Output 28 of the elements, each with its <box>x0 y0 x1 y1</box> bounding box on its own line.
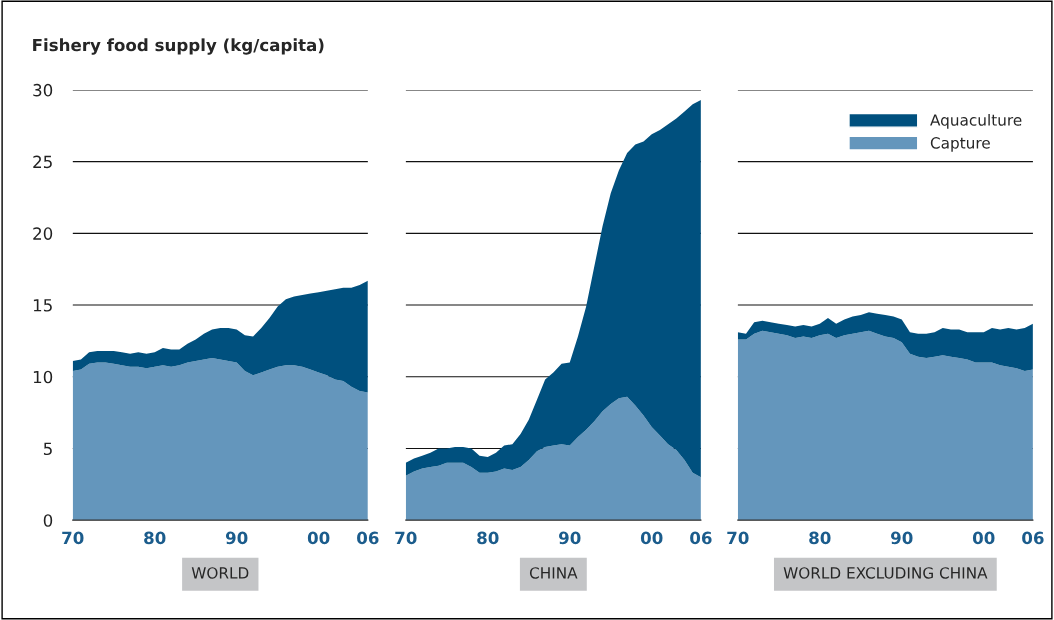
x-tick-label: 00 <box>307 531 330 545</box>
x-tick-label: 00 <box>640 531 663 545</box>
y-tick-label: 0 <box>43 514 53 527</box>
x-tick-label: 00 <box>972 531 995 545</box>
x-tick-label: 80 <box>477 531 499 545</box>
y-tick-label: 30 <box>33 83 53 97</box>
x-tick-label: 06 <box>1022 531 1044 545</box>
x-tick-label: 80 <box>144 531 166 545</box>
y-tick-label: 5 <box>43 442 52 456</box>
x-axis-title: WORLD EXCLUDING CHINA <box>783 567 988 579</box>
x-tick-label: 90 <box>559 531 581 545</box>
x-tick-label: 90 <box>225 531 248 545</box>
x-tick-label: 90 <box>891 531 913 545</box>
legend-label: Capture <box>930 137 990 152</box>
x-tick-label: 70 <box>62 531 84 545</box>
x-tick-label: 06 <box>690 531 712 545</box>
legend-label: Aquaculture <box>930 113 1022 129</box>
y-tick-label: 25 <box>33 155 52 169</box>
x-tick-label: 70 <box>395 531 417 545</box>
x-tick-label: 70 <box>727 531 749 545</box>
y-tick-label: 15 <box>33 299 52 312</box>
x-tick-label: 06 <box>357 531 379 545</box>
y-tick-label: 20 <box>33 227 53 240</box>
x-axis-title: WORLD <box>191 567 249 579</box>
y-axis-title: Fishery food supply (kg/capita) <box>33 38 324 55</box>
x-tick-label: 80 <box>809 531 831 545</box>
y-tick-label: 10 <box>33 370 53 384</box>
x-axis-title: CHINA <box>529 567 578 579</box>
